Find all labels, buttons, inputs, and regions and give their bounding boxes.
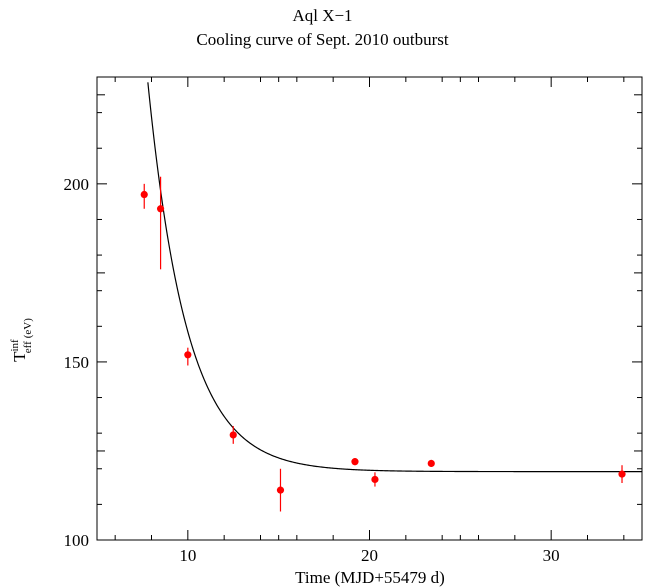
svg-text:Tinfeff(eV): Tinfeff (eV) [9,318,34,362]
data-point [276,486,285,494]
chart-title: Aql X−1 [292,6,353,25]
y-tick-label: 200 [64,175,90,194]
y-axis-label-sub: eff [22,341,34,353]
data-point [156,205,165,213]
fit-curve [147,82,642,473]
fit-curve-layer [147,82,642,473]
x-tick-label: 10 [179,546,196,565]
y-axis-label-main: T [10,351,29,362]
y-tick-label: 100 [64,531,90,550]
axis-ticks: 10 20 30 100 150 200 [64,77,642,565]
data-points-layer [140,190,626,494]
data-point [229,431,237,439]
data-point [184,351,192,359]
data-point [618,470,626,478]
chart-subtitle: Cooling curve of Sept. 2010 outburst [196,30,449,49]
data-point [427,459,435,468]
y-tick-label: 150 [64,353,90,372]
x-tick-label: 20 [361,546,378,565]
x-axis-label: Time (MJD+55479 d) [295,568,445,587]
error-bars-layer [143,176,623,512]
data-point [140,190,148,199]
data-point [371,475,379,484]
y-axis-label: Tinfeff (eV) [9,318,34,362]
y-axis-label-unit: (eV) [22,318,34,338]
y-axis-label-sup: inf [9,339,21,352]
x-tick-label: 30 [543,546,560,565]
data-point [351,458,359,466]
